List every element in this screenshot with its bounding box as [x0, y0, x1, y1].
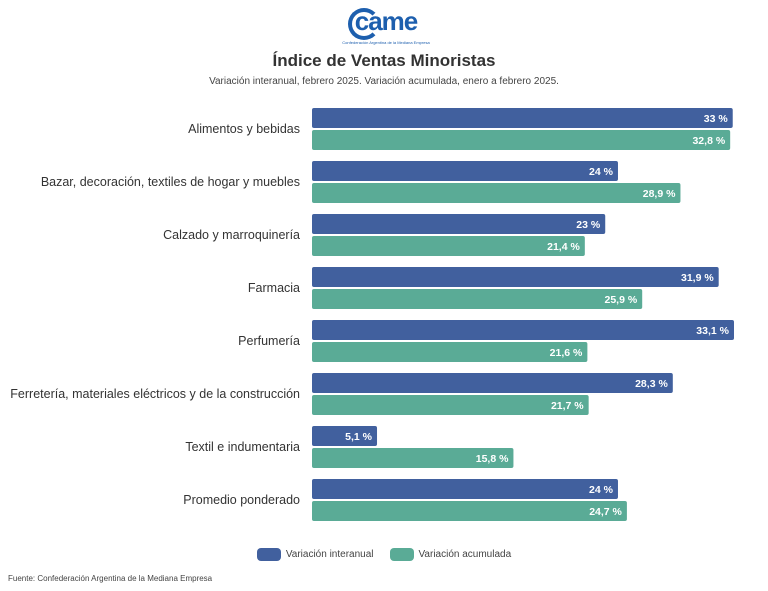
data-label-interanual-promedio-ponderado: 24 % — [589, 484, 614, 496]
data-label-interanual-alimentos-y-bebidas: 33 % — [704, 113, 729, 125]
chart-legend: Variación interanual Variación acumulada — [0, 545, 768, 563]
bar-interanual-perfumeria — [312, 320, 734, 340]
bar-interanual-ferreteria-materiales-electricos-y-de-la-construccion — [312, 373, 673, 393]
legend-item-acumulada: Variación acumulada — [389, 547, 512, 561]
chart-subtitle: Variación interanual, febrero 2025. Vari… — [209, 76, 559, 87]
data-label-interanual-farmacia: 31,9 % — [681, 272, 714, 284]
data-label-acumulada-calzado-y-marroquineria: 21,4 % — [547, 241, 580, 253]
chart-title: Índice de Ventas Minoristas — [272, 51, 496, 70]
category-label-bazar-decoracion-textiles-de-hogar-y-muebles: Bazar, decoración, textiles de hogar y m… — [41, 175, 300, 189]
bar-interanual-farmacia — [312, 267, 719, 287]
logo-ring-icon — [348, 8, 380, 40]
data-label-acumulada-farmacia: 25,9 % — [605, 294, 638, 306]
legend-item-interanual: Variación interanual — [256, 547, 374, 561]
category-label-promedio-ponderado: Promedio ponderado — [183, 493, 300, 507]
category-label-farmacia: Farmacia — [248, 281, 300, 295]
bar-acumulada-perfumeria — [312, 342, 588, 362]
legend-swatch-acumulada — [389, 547, 414, 561]
data-label-acumulada-textil-e-indumentaria: 15,8 % — [476, 453, 509, 465]
data-label-acumulada-alimentos-y-bebidas: 32,8 % — [692, 135, 725, 147]
data-label-acumulada-bazar-decoracion-textiles-de-hogar-y-muebles: 28,9 % — [643, 188, 676, 200]
bar-interanual-promedio-ponderado — [312, 479, 618, 499]
bar-acumulada-alimentos-y-bebidas — [312, 130, 731, 150]
data-label-acumulada-perfumeria: 21,6 % — [550, 347, 583, 359]
bar-acumulada-farmacia — [312, 289, 643, 309]
category-label-ferreteria-materiales-electricos-y-de-la-construccion: Ferretería, materiales eléctricos y de l… — [10, 387, 300, 401]
data-label-acumulada-promedio-ponderado: 24,7 % — [589, 506, 622, 518]
legend-label-interanual: Variación interanual — [285, 548, 374, 560]
data-label-interanual-calzado-y-marroquineria: 23 % — [576, 219, 601, 231]
data-label-acumulada-ferreteria-materiales-electricos-y-de-la-construccion: 21,7 % — [551, 400, 584, 412]
legend-label-acumulada: Variación acumulada — [418, 548, 512, 560]
bar-acumulada-bazar-decoracion-textiles-de-hogar-y-muebles — [312, 183, 681, 203]
bar-acumulada-ferreteria-materiales-electricos-y-de-la-construccion — [312, 395, 589, 415]
came-logo: came Confederación Argentina de la Media… — [336, 6, 436, 52]
bar-acumulada-calzado-y-marroquineria — [312, 236, 585, 256]
data-label-interanual-bazar-decoracion-textiles-de-hogar-y-muebles: 24 % — [589, 166, 614, 178]
logo-tagline: Confederación Argentina de la Mediana Em… — [342, 40, 430, 45]
category-label-calzado-y-marroquineria: Calzado y marroquinería — [163, 228, 300, 242]
legend-swatch-interanual — [256, 547, 281, 561]
source-note: Fuente: Confederación Argentina de la Me… — [8, 574, 213, 583]
data-label-interanual-textil-e-indumentaria: 5,1 % — [345, 431, 373, 443]
category-label-alimentos-y-bebidas: Alimentos y bebidas — [188, 122, 300, 136]
bar-interanual-textil-e-indumentaria — [312, 426, 378, 446]
bar-chart: Alimentos y bebidas 33 % 32,8 % Bazar, deco… — [10, 108, 734, 521]
bar-acumulada-textil-e-indumentaria — [312, 448, 514, 468]
category-label-perfumeria: Perfumería — [238, 334, 300, 348]
data-label-interanual-ferreteria-materiales-electricos-y-de-la-construccion: 28,3 % — [635, 378, 668, 390]
bar-interanual-bazar-decoracion-textiles-de-hogar-y-muebles — [312, 161, 618, 181]
bar-acumulada-promedio-ponderado — [312, 501, 627, 521]
category-label-textil-e-indumentaria: Textil e indumentaria — [185, 440, 300, 454]
bar-interanual-calzado-y-marroquineria — [312, 214, 606, 234]
logo-wordmark: came — [354, 6, 419, 36]
data-label-interanual-perfumeria: 33,1 % — [696, 325, 729, 337]
bar-interanual-alimentos-y-bebidas — [312, 108, 733, 128]
